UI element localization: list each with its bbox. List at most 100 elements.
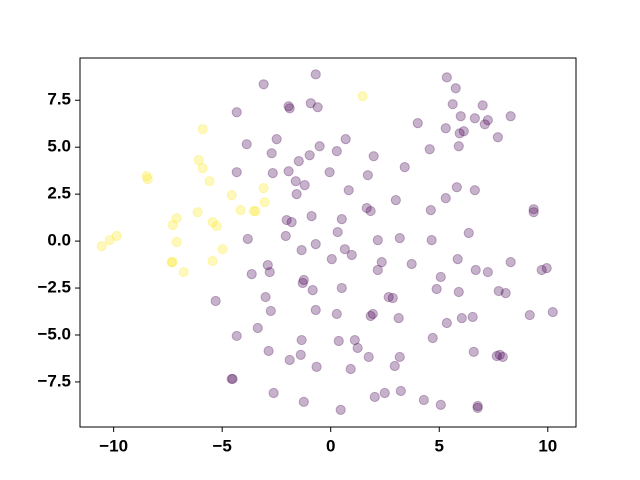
y-tick-label: 7.5 [47, 90, 71, 109]
point [536, 264, 547, 276]
point [298, 274, 309, 286]
point [331, 146, 342, 157]
point [447, 99, 458, 110]
point [468, 346, 479, 357]
point [312, 102, 323, 113]
point [390, 195, 401, 206]
point [290, 176, 301, 187]
point [482, 115, 493, 126]
point [248, 205, 259, 217]
point [297, 277, 308, 289]
point [547, 306, 558, 318]
point [226, 189, 237, 201]
point [281, 214, 292, 226]
point [178, 266, 189, 278]
x-tick-label: −5 [212, 436, 231, 455]
point [204, 176, 215, 187]
point [528, 204, 539, 215]
point [286, 217, 297, 228]
point [406, 258, 417, 270]
point [217, 244, 228, 255]
point [387, 292, 398, 304]
point [167, 257, 178, 268]
point [326, 254, 337, 265]
point [296, 245, 307, 256]
y-tick-label: 2.5 [47, 184, 71, 203]
point [441, 72, 452, 83]
point [331, 308, 342, 320]
point [259, 197, 270, 208]
point [369, 391, 380, 403]
point [505, 257, 516, 268]
point [393, 312, 404, 324]
point [111, 230, 122, 242]
point [242, 233, 253, 245]
point [361, 202, 372, 214]
point [455, 111, 466, 122]
point [299, 180, 310, 191]
y-tick-label: 5.0 [47, 137, 71, 156]
point [231, 167, 242, 178]
point [141, 171, 152, 182]
point [258, 79, 269, 90]
point [491, 350, 502, 362]
point [394, 232, 405, 244]
point [376, 257, 387, 268]
point [528, 207, 539, 218]
point [207, 255, 218, 267]
point [362, 170, 373, 181]
point [295, 349, 306, 360]
point [193, 155, 204, 166]
point [171, 213, 182, 224]
point [493, 285, 504, 297]
point [332, 226, 343, 238]
point [399, 162, 410, 173]
point [395, 385, 406, 397]
point [467, 311, 478, 323]
point [357, 91, 368, 102]
x-tick-label: 5 [435, 436, 444, 455]
point [311, 361, 322, 373]
point [142, 174, 153, 185]
point [368, 151, 379, 162]
point [283, 101, 294, 112]
point [241, 139, 252, 150]
point [505, 111, 516, 122]
point [453, 286, 464, 298]
point [435, 399, 446, 410]
point [267, 168, 278, 179]
point [250, 205, 261, 217]
point [463, 227, 474, 239]
point [166, 257, 177, 268]
point [412, 118, 423, 129]
point [283, 166, 294, 177]
point [367, 308, 378, 320]
point [389, 360, 400, 372]
point [352, 342, 363, 354]
point [104, 235, 115, 246]
point [469, 113, 480, 124]
point [425, 205, 436, 216]
point [235, 205, 246, 216]
point [450, 83, 461, 94]
point [305, 98, 316, 109]
point [494, 349, 505, 360]
point [310, 69, 321, 80]
point [266, 148, 277, 159]
point [427, 332, 438, 344]
point [500, 288, 511, 299]
point [171, 236, 182, 248]
point [454, 128, 465, 139]
point [472, 402, 483, 413]
y-tick-label: −2.5 [37, 278, 71, 297]
point [226, 373, 237, 385]
x-tick-label: 0 [326, 436, 335, 455]
point [365, 310, 376, 322]
point [492, 132, 503, 143]
point [497, 351, 508, 363]
y-tick-label: −7.5 [37, 371, 71, 390]
point [394, 351, 405, 363]
point [458, 126, 469, 137]
point [336, 282, 347, 294]
point [280, 230, 291, 242]
